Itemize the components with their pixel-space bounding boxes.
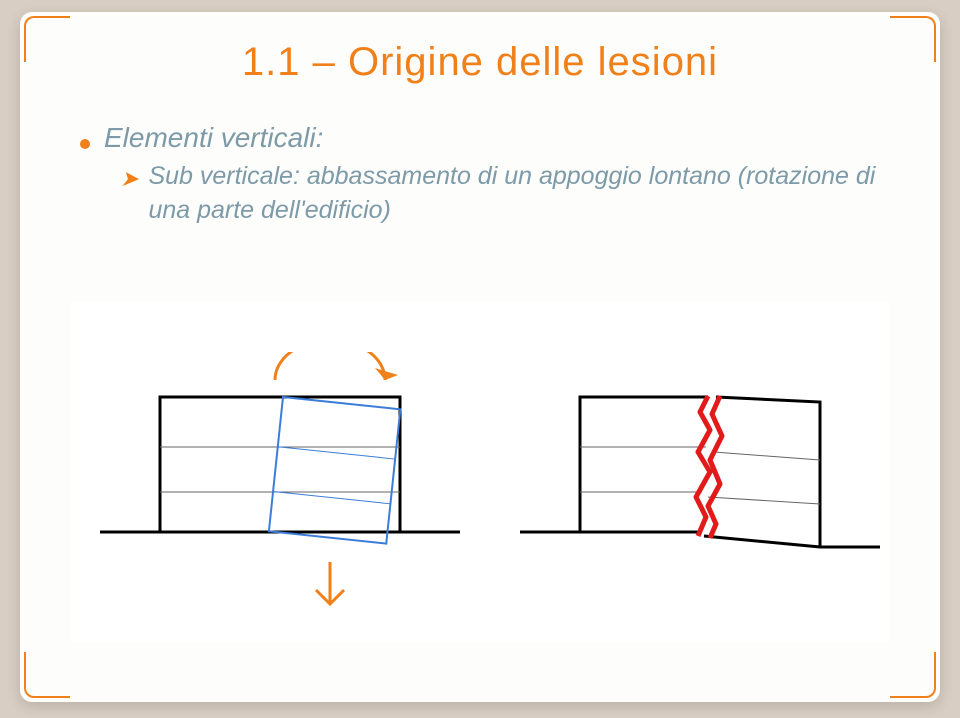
diagram-right-svg: [520, 352, 880, 612]
bullet-sub-text: Sub verticale: abbassamento di un appogg…: [148, 160, 880, 228]
building-right-half: [704, 397, 820, 547]
building-left-half: [580, 397, 708, 532]
slide-card: 1.1 – Origine delle lesioni Elementi ver…: [20, 12, 940, 702]
rotation-arc-icon: [275, 352, 398, 380]
chevron-right-icon: ➤: [120, 164, 138, 194]
diagram-left: [100, 352, 460, 612]
tilted-section: [269, 397, 400, 544]
bullet-heading-line: Elementi verticali:: [80, 122, 880, 154]
slide-title: 1.1 – Origine delle lesioni: [20, 40, 940, 85]
corner-bl: [24, 652, 70, 698]
bullet-sub-line: ➤ Sub verticale: abbassamento di un appo…: [120, 160, 880, 228]
diagram-right: [520, 352, 880, 612]
corner-br: [890, 652, 936, 698]
crack-icon: [696, 396, 722, 538]
bullet-dot-icon: [80, 139, 90, 149]
down-arrow-icon: [316, 562, 344, 604]
diagram-left-svg: [100, 352, 460, 612]
bullet-block: Elementi verticali: ➤ Sub verticale: abb…: [80, 122, 880, 228]
figure-zone: [70, 302, 890, 642]
bullet-heading-text: Elementi verticali:: [104, 122, 323, 154]
